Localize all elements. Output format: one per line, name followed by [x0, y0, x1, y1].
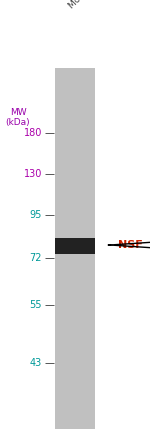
- Text: 180: 180: [24, 128, 42, 138]
- Bar: [55, 68, 95, 429]
- Text: Mouse brain: Mouse brain: [67, 0, 112, 10]
- Text: 130: 130: [24, 169, 42, 179]
- Text: 95: 95: [30, 210, 42, 220]
- Text: 72: 72: [30, 253, 42, 263]
- Bar: [55, 238, 95, 254]
- Text: NSF: NSF: [118, 240, 143, 250]
- Text: 43: 43: [30, 358, 42, 368]
- Text: 55: 55: [30, 300, 42, 310]
- Text: MW
(kDa): MW (kDa): [6, 108, 30, 127]
